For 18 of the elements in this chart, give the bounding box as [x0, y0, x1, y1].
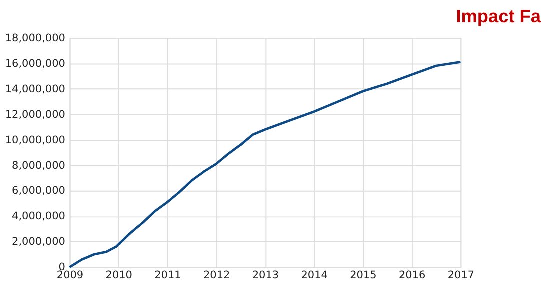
text: Impact Fa: [456, 6, 541, 27]
y-tick-label: 4,000,000: [12, 210, 66, 223]
y-tick-label: 12,000,000: [5, 108, 66, 121]
y-tick-label: 18,000,000: [5, 32, 66, 44]
x-tick-label: 2017: [448, 269, 475, 282]
y-tick-label: 8,000,000: [12, 160, 66, 172]
y-tick-label: 14,000,000: [5, 83, 66, 96]
x-tick-label: 2014: [301, 269, 328, 282]
x-tick-label: 2012: [203, 269, 230, 282]
x-tick-label: 2011: [154, 269, 182, 282]
x-tick-label: 2015: [350, 269, 377, 282]
y-tick-label: 2,000,000: [12, 236, 66, 248]
x-tick-label: 2016: [398, 269, 426, 282]
y-tick-label: 16,000,000: [5, 58, 66, 70]
x-tick-label: 2013: [252, 269, 280, 282]
y-tick-label: 6,000,000: [12, 185, 66, 198]
x-tick-label: 2010: [106, 269, 132, 282]
y-tick-label: 10,000,000: [5, 134, 66, 146]
